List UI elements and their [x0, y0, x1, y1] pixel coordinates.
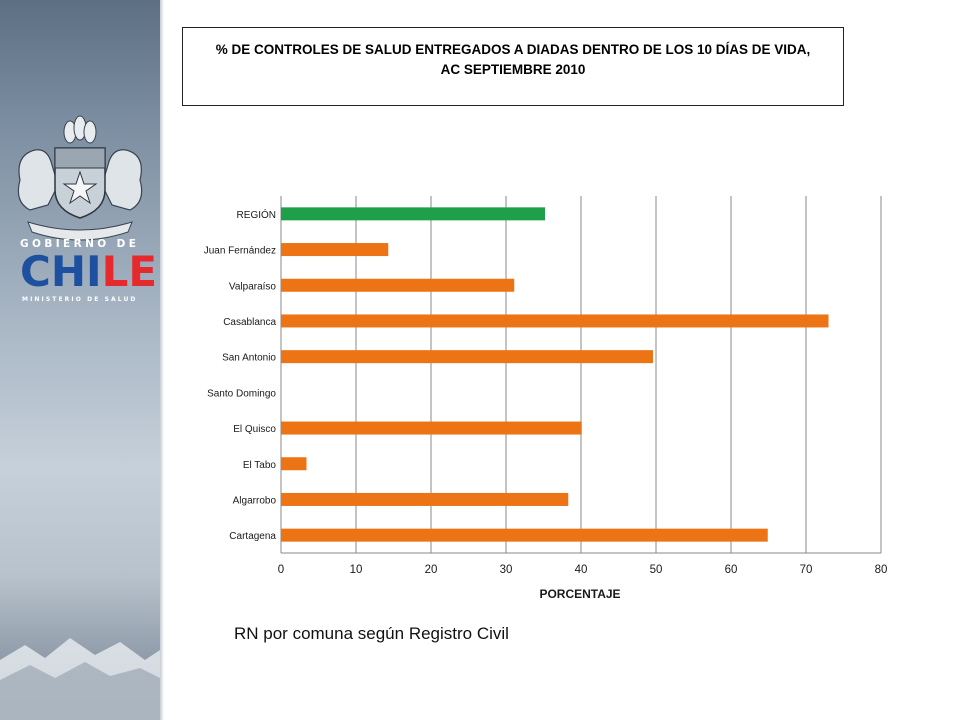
- category-label: El Tabo: [243, 460, 277, 471]
- category-label: Cartagena: [229, 531, 276, 542]
- x-tick-labels: 0 10 20 30 40 50 60 70 80: [278, 564, 888, 576]
- category-label: Juan Fernández: [204, 246, 276, 257]
- category-labels: REGIÓN Juan Fernández Valparaíso Casablanca…: [204, 208, 277, 542]
- category-label: Casablanca: [223, 317, 276, 328]
- bar-1: [281, 243, 389, 257]
- logo-line-ministerio: MINISTERIO DE SALUD: [22, 296, 138, 303]
- logo-chile-part2: LE: [101, 247, 158, 296]
- bar-9: [281, 528, 768, 542]
- bar-8: [281, 492, 569, 506]
- bar-3: [281, 314, 829, 328]
- category-label: Valparaíso: [229, 281, 277, 292]
- logo-chile-part1: CHI: [20, 247, 102, 296]
- bar-0: [281, 207, 545, 221]
- category-label: REGIÓN: [237, 208, 276, 221]
- bar-6: [281, 421, 582, 435]
- x-tick-label: 20: [425, 564, 438, 576]
- category-label: San Antonio: [222, 353, 276, 364]
- logo-line-gobierno: GOBIERNO DE: [20, 238, 140, 250]
- x-tick-label: 0: [278, 564, 284, 576]
- bars: [281, 207, 829, 542]
- chart-title-box: % DE CONTROLES DE SALUD ENTREGADOS A DIA…: [182, 27, 844, 106]
- bar-chart: REGIÓN Juan Fernández Valparaíso Casablanca…: [204, 196, 888, 601]
- bar-2: [281, 278, 515, 292]
- x-tick-label: 40: [575, 564, 588, 576]
- chart-title: % DE CONTROLES DE SALUD ENTREGADOS A DIA…: [215, 42, 811, 77]
- caption-text: RN por comuna según Registro Civil: [234, 624, 509, 643]
- bar-7: [281, 457, 307, 471]
- x-tick-label: 50: [650, 564, 663, 576]
- coat-of-arms-icon: [17, 115, 143, 241]
- bar-4: [281, 350, 653, 364]
- logo-chile-wordmark: CHILE: [20, 247, 157, 296]
- sidebar-edge: [160, 0, 164, 720]
- x-tick-label: 80: [875, 564, 888, 576]
- decorative-sidebar: GOBIERNO DE CHILE MINISTERIO DE SALUD: [0, 0, 160, 720]
- category-label: El Quisco: [233, 424, 276, 435]
- x-axis-label: PORCENTAJE: [539, 587, 620, 601]
- mountains-image: [0, 638, 160, 720]
- x-tick-label: 10: [350, 564, 363, 576]
- category-label: Santo Domingo: [207, 388, 276, 399]
- x-tick-label: 60: [725, 564, 738, 576]
- x-tick-label: 70: [800, 564, 813, 576]
- category-label: Algarrobo: [233, 495, 277, 506]
- x-tick-label: 30: [500, 564, 513, 576]
